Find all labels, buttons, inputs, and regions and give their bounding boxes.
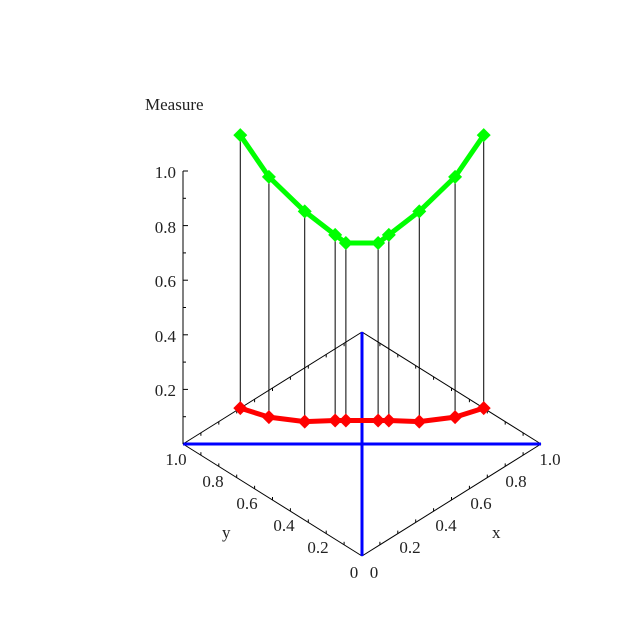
measure-series-marker xyxy=(476,128,491,143)
x-axis-label: x xyxy=(492,523,501,542)
base-series-marker xyxy=(448,410,463,425)
z-tick-label: 0.6 xyxy=(155,272,176,291)
measure-series-marker xyxy=(448,169,463,184)
floor-box xyxy=(182,331,542,557)
base-series-marker xyxy=(328,413,343,428)
z-tick-label: 0.8 xyxy=(155,218,176,237)
measure-series-marker xyxy=(233,128,248,143)
base-series-marker xyxy=(371,413,386,428)
x-tick-label: 0.4 xyxy=(435,516,457,535)
base-series-marker xyxy=(261,410,276,425)
z-tick-label: 1.0 xyxy=(155,163,176,182)
z-axis xyxy=(182,170,188,444)
y-tick-label: 0.2 xyxy=(307,538,328,557)
measure-series-marker xyxy=(328,227,343,242)
z-tick-label: 0.2 xyxy=(155,381,176,400)
stems xyxy=(239,135,485,422)
y-tick-label: 1.0 xyxy=(165,450,186,469)
measure-series-marker xyxy=(297,204,312,219)
measure-series-marker xyxy=(412,204,427,219)
measure-series-marker xyxy=(381,227,396,242)
measure-series-marker xyxy=(338,236,353,251)
base-series-marker xyxy=(233,401,248,416)
measure-series-marker xyxy=(261,169,276,184)
z-axis-label: Measure xyxy=(145,95,204,114)
measure-series-line xyxy=(238,133,486,246)
y-axis-label: y xyxy=(222,523,231,542)
measure-series-marker xyxy=(371,236,386,251)
base-series-marker xyxy=(297,414,312,429)
base-series-marker xyxy=(412,414,427,429)
y-tick-label: 0.8 xyxy=(202,472,223,491)
x-tick-label: 0 xyxy=(370,563,379,582)
base-series-marker xyxy=(381,413,396,428)
base-series-marker xyxy=(338,413,353,428)
base-series xyxy=(233,401,491,429)
y-tick-label: 0.4 xyxy=(273,516,295,535)
base-series-line xyxy=(239,405,485,425)
base-series-marker xyxy=(476,401,491,416)
y-tick-label: 0 xyxy=(350,563,359,582)
x-tick-label: 0.8 xyxy=(505,472,526,491)
x-tick-label: 1.0 xyxy=(539,450,560,469)
measure-series xyxy=(233,128,491,251)
y-tick-label: 0.6 xyxy=(236,494,257,513)
x-tick-label: 0.2 xyxy=(399,538,420,557)
x-tick-label: 0.6 xyxy=(470,494,491,513)
z-tick-label: 0.4 xyxy=(155,327,177,346)
